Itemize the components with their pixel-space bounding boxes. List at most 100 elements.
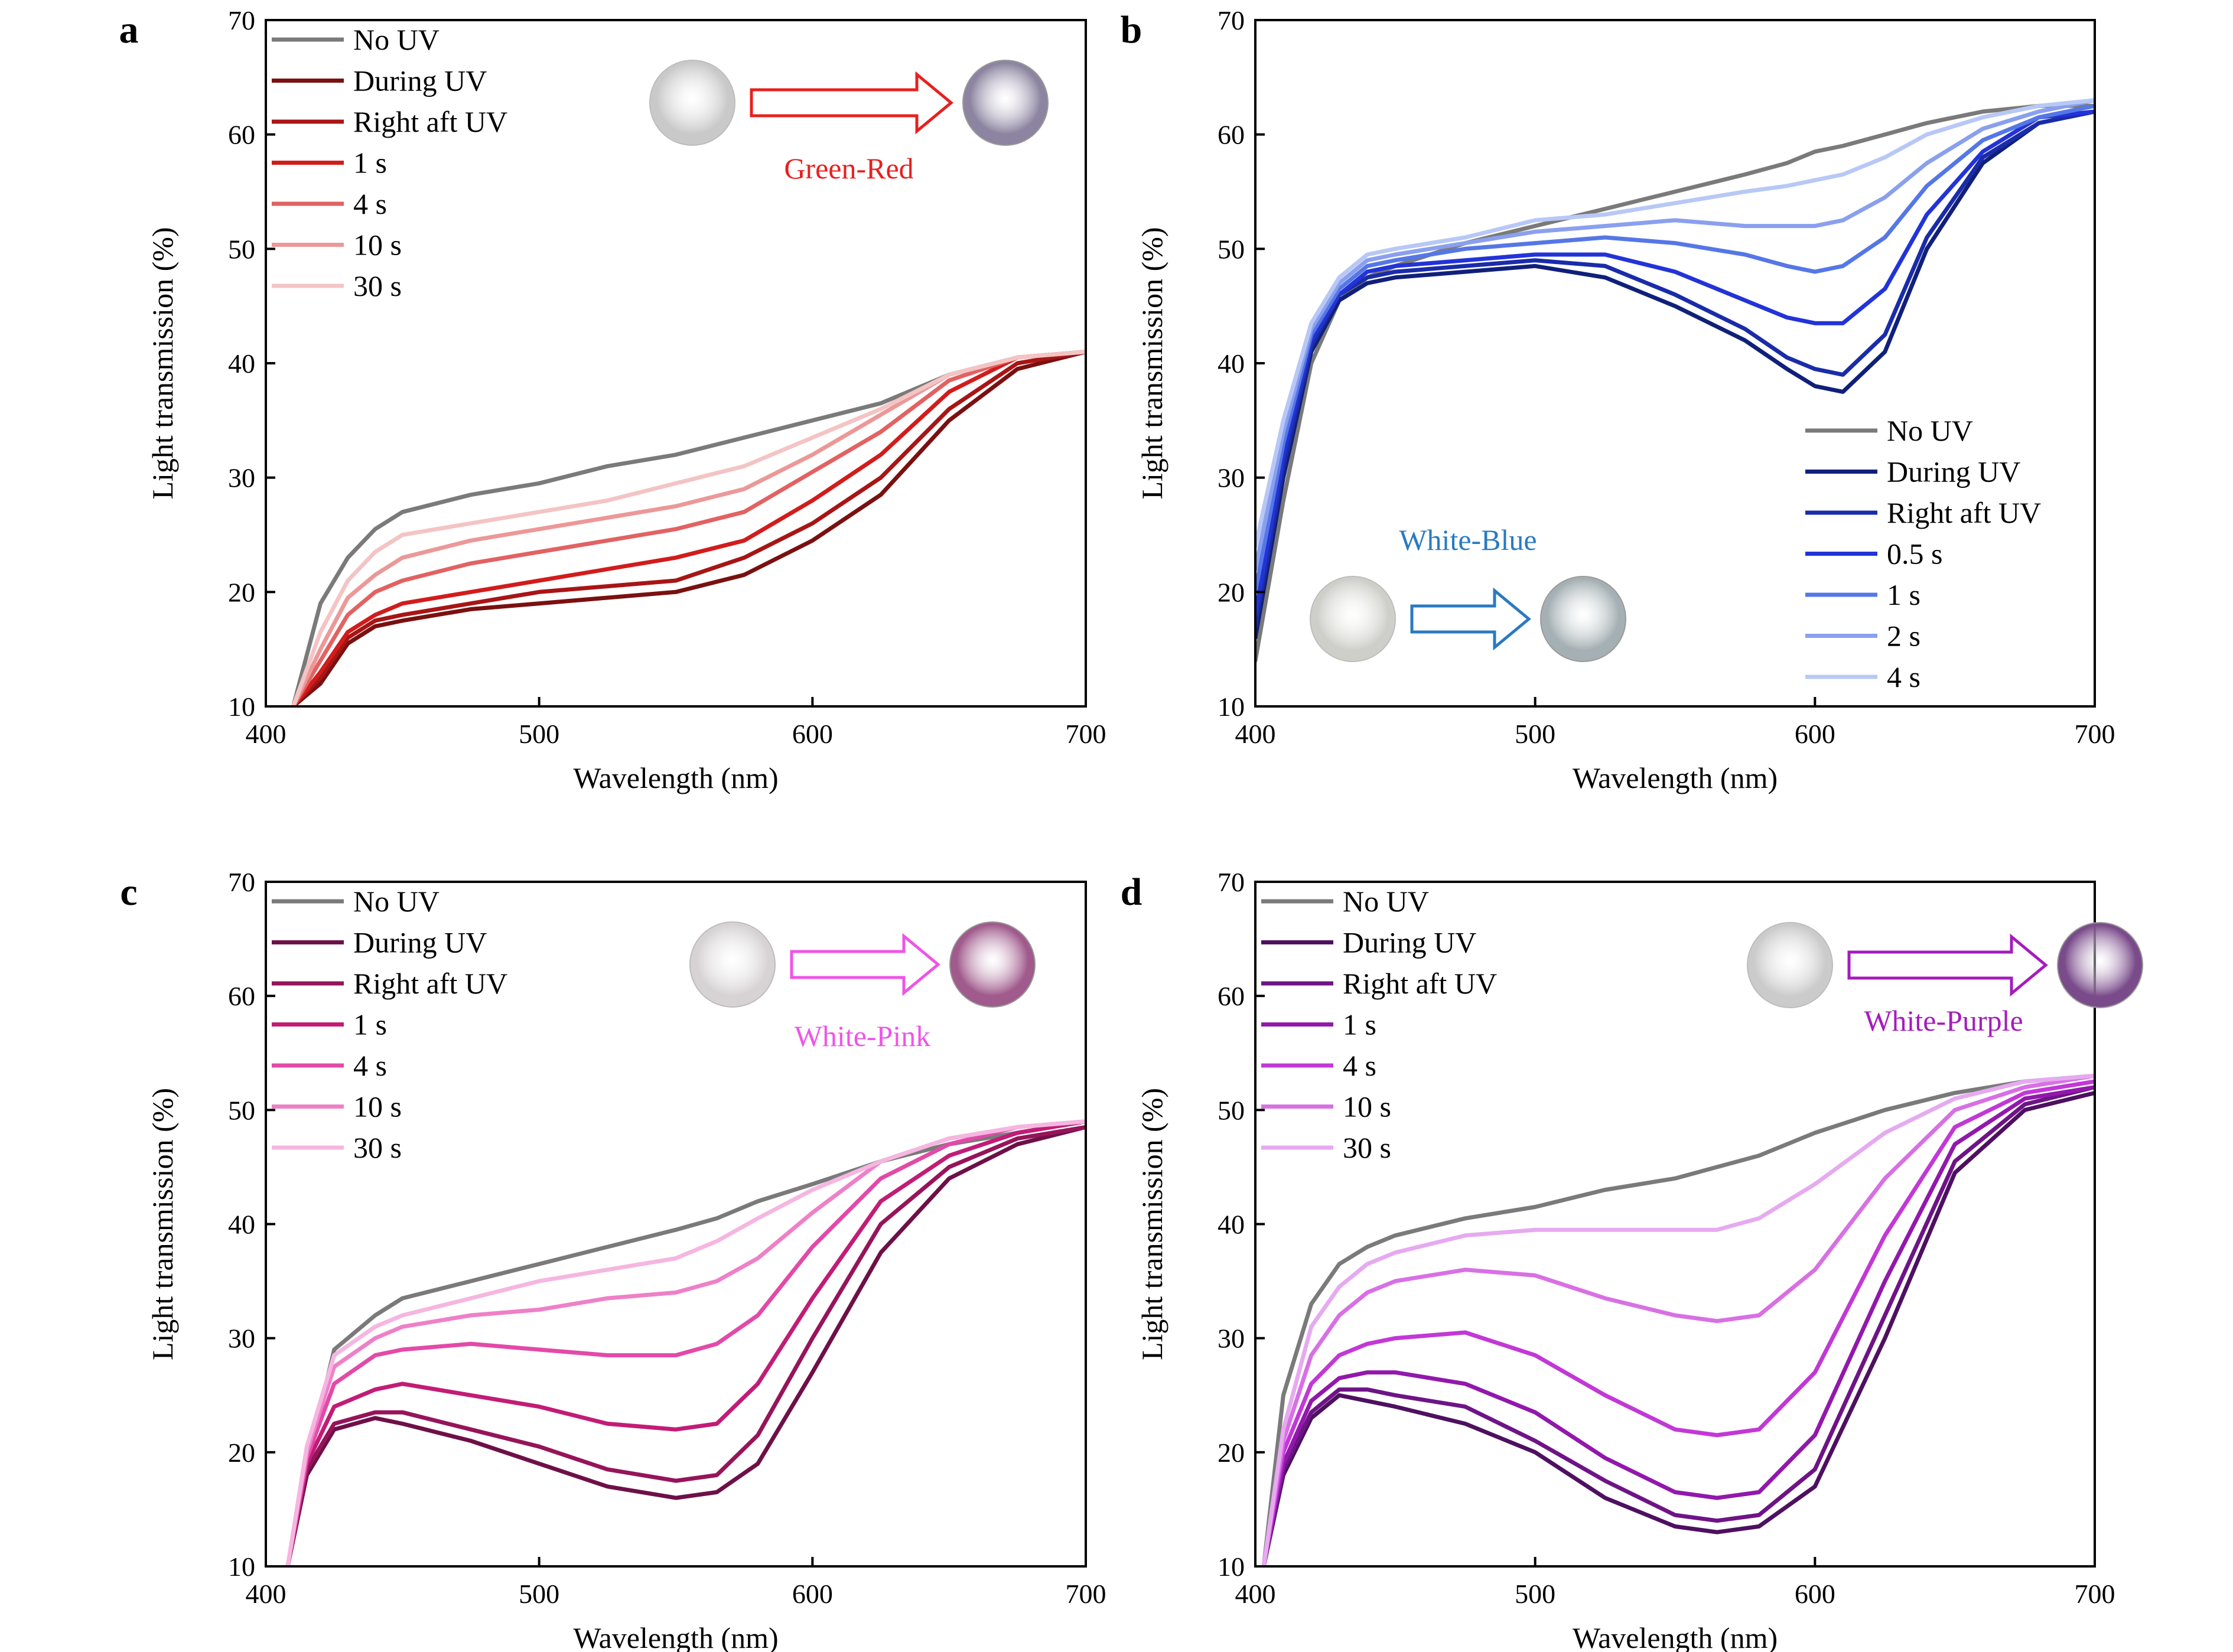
x-tick-label: 700 xyxy=(1066,1579,1106,1609)
series-line-2 xyxy=(285,1125,1086,1566)
legend-label: 1 s xyxy=(353,146,387,180)
legend-label: During UV xyxy=(353,926,487,959)
legend-label: 1 s xyxy=(1887,578,1920,611)
x-tick-label: 700 xyxy=(1066,719,1106,749)
arrow-right-icon xyxy=(1847,933,2048,997)
x-tick-label: 500 xyxy=(519,719,559,749)
sample-disc-after xyxy=(2057,922,2143,1008)
x-tick-label: 400 xyxy=(1235,719,1276,749)
legend-label: 10 s xyxy=(1343,1090,1391,1123)
legend-label: Right aft UV xyxy=(1887,496,2041,529)
color-change-inset: Green-Red xyxy=(649,60,1049,185)
legend-label: Right aft UV xyxy=(353,967,507,1000)
y-axis-title: Light transmission (%) xyxy=(146,1088,179,1360)
series-line-5 xyxy=(291,350,1086,706)
y-tick-label: 60 xyxy=(228,981,255,1011)
x-tick-label: 400 xyxy=(1235,1579,1276,1609)
chart-panel-b: 10 20 30 40 50 60 70 400 500 600 700 Wavelength (nm… xyxy=(1121,5,2115,794)
y-axis-title: Light transmission (%) xyxy=(1135,227,1168,499)
y-tick-label: 40 xyxy=(228,348,255,379)
legend-label: No UV xyxy=(353,23,440,56)
series-line-5 xyxy=(285,1119,1086,1566)
y-tick-label: 40 xyxy=(1218,1210,1245,1240)
y-axis-title: Light transmission (%) xyxy=(1135,1088,1168,1360)
series-line-1 xyxy=(1255,103,2095,663)
x-tick-label: 600 xyxy=(792,1579,833,1609)
legend-label: 0.5 s xyxy=(1887,537,1942,571)
y-tick-label: 20 xyxy=(1218,577,1245,607)
y-tick-label: 70 xyxy=(228,867,255,897)
legend-label: During UV xyxy=(1343,926,1476,959)
x-tick-label: 500 xyxy=(1515,719,1555,749)
x-tick-label: 700 xyxy=(2075,719,2115,749)
color-change-inset: White-Pink xyxy=(689,921,1036,1053)
color-change-inset: White-Purple xyxy=(1747,922,2143,1037)
legend-label: 4 s xyxy=(353,187,387,220)
x-tick-label: 500 xyxy=(519,1579,559,1609)
series-line-7 xyxy=(291,350,1086,706)
y-tick-label: 70 xyxy=(1218,5,1245,35)
legend-label: 1 s xyxy=(1343,1008,1376,1041)
series-line-2 xyxy=(1261,1090,2095,1566)
x-tick-label: 600 xyxy=(792,719,833,749)
y-tick-label: 50 xyxy=(1218,234,1245,264)
legend-label: 30 s xyxy=(1343,1131,1391,1164)
y-tick-label: 20 xyxy=(228,577,255,607)
sample-disc-after xyxy=(949,921,1036,1008)
series-line-7 xyxy=(1255,98,2095,549)
series-line-4 xyxy=(285,1119,1086,1566)
legend: No UV During UV Right aft UV 0.5 s 1 s 2 s 4 s xyxy=(1805,414,2041,693)
series-line-5 xyxy=(1255,103,2095,594)
series-line-3 xyxy=(285,1125,1086,1566)
legend-label: 10 s xyxy=(353,1090,402,1123)
series-line-3 xyxy=(1255,109,2095,628)
y-tick-label: 30 xyxy=(228,1324,255,1354)
legend-label: 4 s xyxy=(1887,660,1920,693)
sample-disc-after xyxy=(962,60,1049,146)
y-tick-label: 30 xyxy=(1218,463,1245,493)
y-tick-label: 40 xyxy=(1218,348,1245,379)
legend-label: During UV xyxy=(353,64,487,97)
y-tick-label: 50 xyxy=(228,234,255,264)
chart-panel-d: 10 20 30 40 50 60 70 400 500 600 700 Wavelength (nm… xyxy=(1121,867,2143,1652)
series-line-4 xyxy=(291,350,1086,706)
legend-label: 4 s xyxy=(353,1049,387,1082)
sample-disc-before xyxy=(689,921,776,1008)
series-line-6 xyxy=(285,1119,1086,1566)
panel-letter: b xyxy=(1121,8,1142,51)
inset-label: Green-Red xyxy=(784,152,913,185)
y-tick-label: 30 xyxy=(1218,1324,1245,1354)
y-tick-label: 10 xyxy=(228,692,255,722)
legend-label: No UV xyxy=(1887,414,1973,447)
y-tick-label: 10 xyxy=(1218,692,1245,722)
legend-label: 10 s xyxy=(353,229,402,262)
x-tick-label: 600 xyxy=(1795,719,1835,749)
x-axis-title: Wavelength (nm) xyxy=(573,1621,778,1652)
chart-panel-a: 10 20 30 40 50 60 70 400 500 600 700 Wavelength (nm… xyxy=(119,5,1106,794)
y-tick-label: 70 xyxy=(1218,867,1245,897)
series-line-3 xyxy=(1261,1085,2095,1566)
panel-letter: d xyxy=(1121,871,1142,914)
series-line-1 xyxy=(1261,1073,2095,1566)
series-line-7 xyxy=(285,1119,1086,1566)
inset-label: White-Pink xyxy=(795,1019,931,1053)
y-tick-label: 50 xyxy=(1218,1095,1245,1125)
legend-label: No UV xyxy=(353,885,440,918)
x-axis-title: Wavelength (nm) xyxy=(573,761,778,794)
inset-label: White-Purple xyxy=(1864,1004,2023,1037)
panel-letter: c xyxy=(120,871,137,914)
legend: No UV During UV Right aft UV 1 s 4 s 10 s 30 s xyxy=(1261,885,1497,1164)
y-tick-label: 10 xyxy=(1218,1552,1245,1582)
legend: No UV During UV Right aft UV 1 s 4 s 10 s 30 s xyxy=(272,23,507,302)
inset-label: White-Blue xyxy=(1399,523,1537,556)
y-tick-label: 20 xyxy=(1218,1438,1245,1468)
legend-label: 4 s xyxy=(1343,1049,1376,1082)
y-tick-label: 30 xyxy=(228,463,255,493)
y-tick-label: 50 xyxy=(228,1095,255,1125)
legend-label: During UV xyxy=(1887,455,2020,488)
arrow-right-icon xyxy=(1410,587,1531,651)
x-tick-label: 700 xyxy=(2075,1579,2115,1609)
legend-label: 30 s xyxy=(353,269,402,302)
sample-disc-before xyxy=(1747,922,1833,1008)
